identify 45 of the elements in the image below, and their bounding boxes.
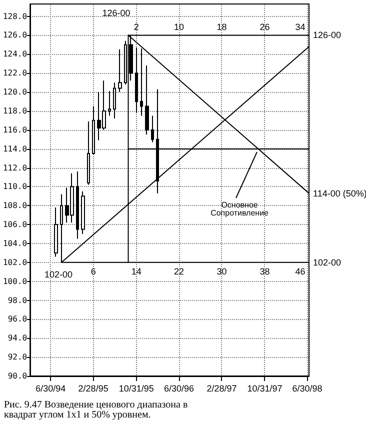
x-tick-label: 6/30/98 xyxy=(292,384,322,394)
y-tick-label: 94.0 xyxy=(8,334,28,343)
annotation: 126-00 xyxy=(313,30,342,40)
y-tick-label: 114.0 xyxy=(2,144,28,154)
annotation: 22 xyxy=(174,266,184,276)
x-tick-label: 2/28/95 xyxy=(78,384,108,394)
annotation: 14 xyxy=(131,266,142,276)
annotation: 30 xyxy=(216,266,227,276)
x-tick-label: 6/30/96 xyxy=(164,384,194,394)
y-tick-label: 128.0 xyxy=(2,12,28,21)
x-tick-label: 2/28/97 xyxy=(206,384,237,394)
y-tick-label: 104.0 xyxy=(2,238,28,248)
annotation: Основное Сопротивление xyxy=(210,200,270,218)
y-tick-label: 102.0 xyxy=(2,258,28,267)
y-tick-label: 108.0 xyxy=(2,201,28,210)
y-tick-label: 112.0 xyxy=(2,163,28,172)
annotation: 6 xyxy=(90,266,96,276)
annotation: 114-00 (50%) xyxy=(313,188,366,198)
annotation: 102-00 xyxy=(44,269,73,280)
annotation: 10 xyxy=(174,22,184,32)
annotation: 18 xyxy=(216,22,227,32)
annotation: 34 xyxy=(295,22,306,32)
y-tick-label: 106.0 xyxy=(2,220,28,230)
x-tick-label: 6/30/94 xyxy=(36,384,66,394)
annotation: 2 xyxy=(134,22,139,32)
y-tick-label: 90.0 xyxy=(8,372,28,380)
annotation: 102-00 xyxy=(313,257,342,268)
x-tick-label: 10/31/97 xyxy=(247,384,282,394)
y-tick-label: 120.0 xyxy=(2,88,28,97)
y-tick-label: 118.0 xyxy=(2,106,28,116)
y-tick-label: 116.0 xyxy=(2,125,28,134)
y-tick-label: 126.0 xyxy=(2,30,28,40)
y-tick-label: 124.0 xyxy=(2,50,28,59)
annotation: 38 xyxy=(260,266,270,276)
annotation: 26 xyxy=(260,22,270,32)
text: Рис. 9.47 Возведение ценового диапазона в квадрат углом 1x1 и 50% уровнем. xyxy=(4,400,190,420)
y-tick-label: 92.0 xyxy=(8,352,28,362)
x-tick-label: 10/31/95 xyxy=(118,384,154,394)
y-tick-label: 110.0 xyxy=(2,182,28,192)
y-tick-label: 100.0 xyxy=(2,276,28,286)
annotation: 126-00 xyxy=(102,8,130,18)
y-tick-label: 98.0 xyxy=(8,296,28,305)
y-tick-label: 122.0 xyxy=(2,68,28,78)
y-tick-label: 96.0 xyxy=(8,314,28,324)
annotation: 46 xyxy=(295,266,306,276)
